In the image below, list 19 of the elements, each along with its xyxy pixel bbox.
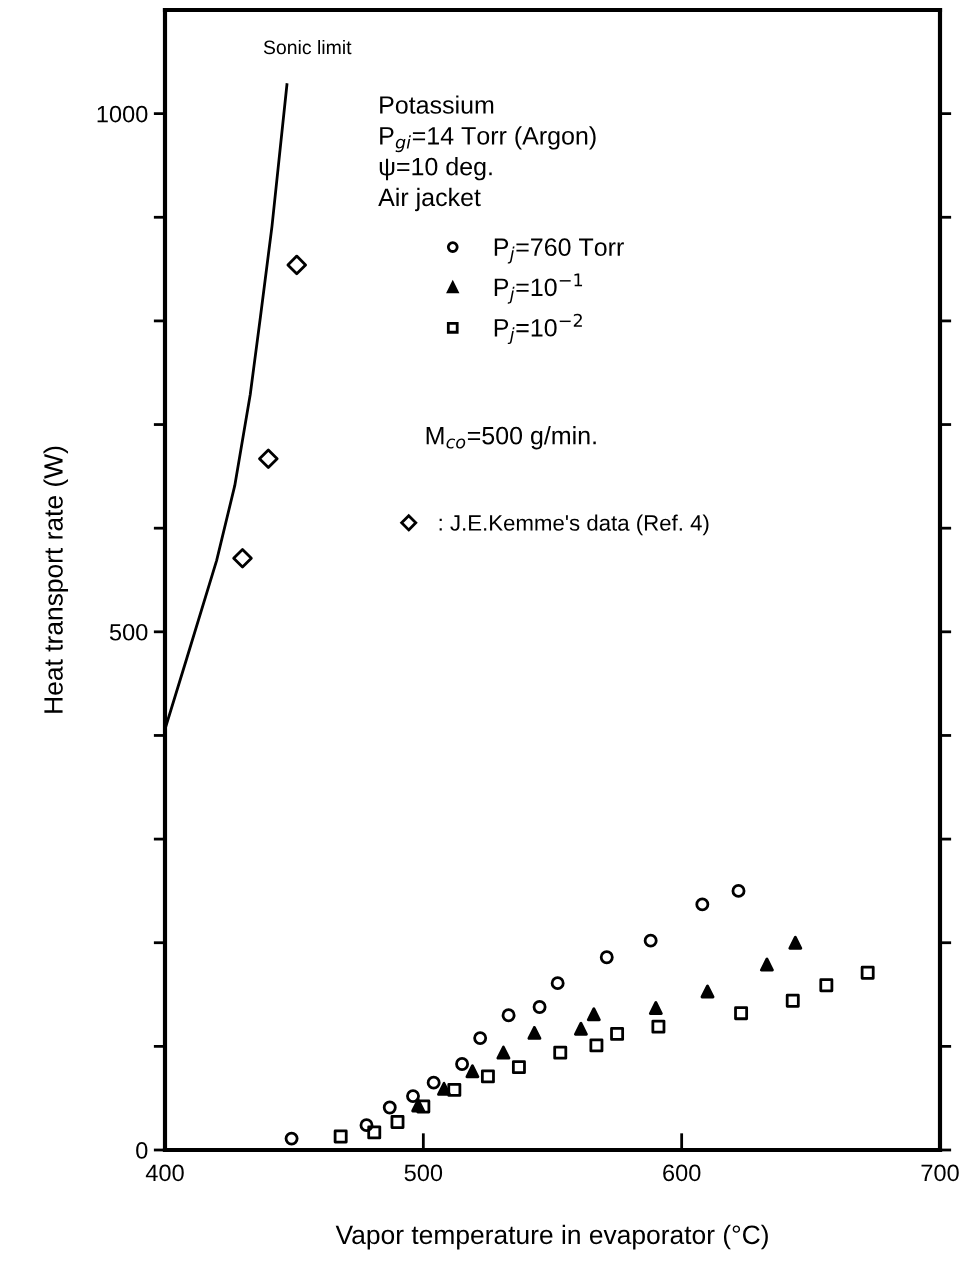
x-tick-label: 500 xyxy=(404,1164,443,1182)
annotation: Sonic limit xyxy=(263,39,352,55)
annotation: ψ=10 deg. xyxy=(379,157,492,181)
legend-label: P$_{j}$=10$^{−1}$ xyxy=(494,273,583,304)
x-tick-label: 600 xyxy=(663,1164,701,1182)
y-tick-label: 500 xyxy=(109,623,148,641)
annotation: M$_{co}$=500 g/min. xyxy=(426,426,596,450)
legend-label: : J.E.Kemme's data (Ref. 4) xyxy=(439,514,709,536)
legend-label: P$_{j}$=760 Torr xyxy=(494,238,624,264)
x-tick-label: 400 xyxy=(145,1164,184,1182)
annotation: Air jacket xyxy=(378,187,481,212)
legend-label: P$_{j}$=10$^{−2}$ xyxy=(494,313,582,345)
y-tick-label: 1000 xyxy=(97,105,148,123)
y-tick-label: 0 xyxy=(136,1142,148,1159)
annotation: P$_{gi}$=14 Torr (Argon) xyxy=(380,126,596,153)
annotation: Potassium xyxy=(380,95,494,114)
x-tick-label: 700 xyxy=(921,1164,959,1182)
y-axis-title: Heat transport rate (W) xyxy=(43,446,69,713)
x-axis-title: Vapor temperature in evaporator (°C) xyxy=(335,1224,768,1250)
